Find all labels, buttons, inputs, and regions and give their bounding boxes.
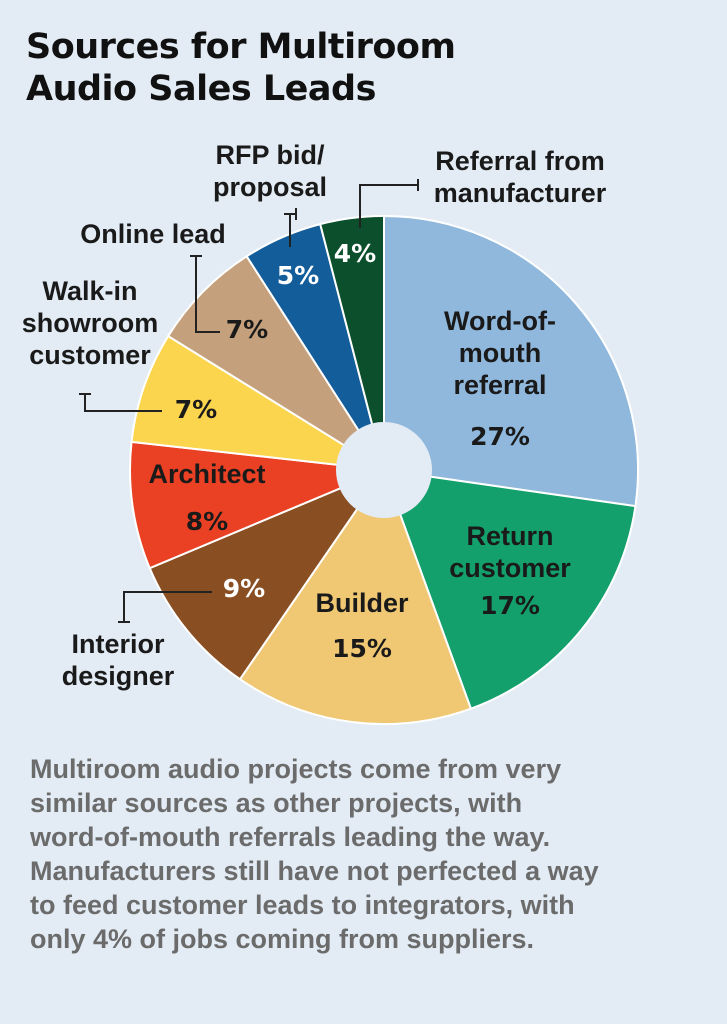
slice-name-label: Word-of-mouth referral xyxy=(444,306,556,400)
slice-name-label: Interior designer xyxy=(62,629,175,691)
caption-line-4: Manufacturers still have not perfected a… xyxy=(30,856,599,886)
slice-name-label: Referral from manufacturer xyxy=(434,146,607,208)
caption-line-6: only 4% of jobs coming from suppliers. xyxy=(30,924,535,954)
slice-value-label: 5% xyxy=(277,261,319,290)
slice-name-label: Return customer xyxy=(449,521,571,583)
leader-lines xyxy=(79,179,419,623)
slice-value-label: 7% xyxy=(175,395,217,424)
pie-slice-referral-from-manufacturer xyxy=(318,214,385,471)
pie-slices xyxy=(129,214,639,725)
pie-slice-interior-designer xyxy=(148,467,387,681)
leader-line xyxy=(284,213,296,247)
chart-title: Sources for Multiroom Audio Sales Leads xyxy=(26,26,686,110)
pie-slice-walk-in-showroom-customer xyxy=(130,334,385,471)
pie-slice-builder xyxy=(238,467,473,725)
leader-line xyxy=(84,394,162,412)
slice-labels: Word-of-mouth referral 27% Return customer 17… xyxy=(22,140,607,691)
slice-name-label: Builder xyxy=(315,588,409,618)
pie-slice-online-lead xyxy=(166,254,385,471)
slice-name-label: Architect xyxy=(148,459,265,489)
pie-slice-architect xyxy=(129,440,388,570)
caption-line-2: similar sources as other projects, with xyxy=(30,788,523,818)
leader-line xyxy=(195,256,220,333)
caption-line-1: Multiroom audio projects come from very xyxy=(30,754,562,784)
slice-name-label: RFP bid/proposal xyxy=(213,140,327,202)
chart-title-line-2: Audio Sales Leads xyxy=(26,69,376,109)
slice-value-label: 15% xyxy=(332,634,392,663)
chart-title-line-1: Sources for Multiroom xyxy=(26,27,456,67)
slice-value-label: 4% xyxy=(334,239,376,268)
donut-hole xyxy=(336,422,432,518)
slice-value-label: 27% xyxy=(470,422,530,451)
chart-caption: Multiroom audio projects come from very … xyxy=(30,752,700,956)
slice-name-label: Walk-in showroom customer xyxy=(22,276,159,370)
slice-value-label: 17% xyxy=(480,591,540,620)
leader-line xyxy=(123,591,212,622)
leader-line xyxy=(359,184,418,228)
slice-value-label: 8% xyxy=(186,507,228,536)
pie-slice-return-customer xyxy=(382,468,637,710)
slice-value-label: 9% xyxy=(223,574,265,603)
pie-slice-word-of-mouth-referral xyxy=(383,214,639,508)
slice-value-label: 7% xyxy=(226,315,268,344)
caption-line-3: word-of-mouth referrals leading the way. xyxy=(30,822,551,852)
slice-name-label: Online lead xyxy=(80,219,226,249)
caption-line-5: to feed customer leads to integrators, w… xyxy=(30,890,575,920)
